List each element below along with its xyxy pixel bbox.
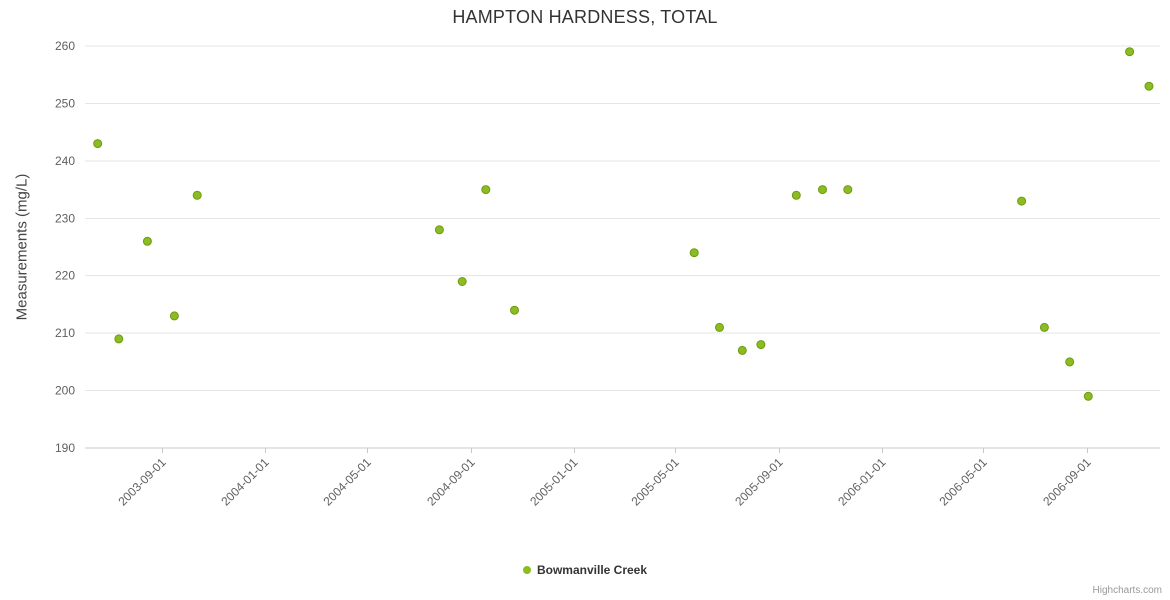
x-tick-label: 2005-05-01: [628, 455, 682, 509]
y-tick-label: 260: [55, 39, 75, 53]
highcharts-credit-link[interactable]: Highcharts.com: [1092, 585, 1162, 596]
x-tick-label: 2005-01-01: [527, 455, 581, 509]
data-point[interactable]: [510, 305, 519, 315]
y-tick-label: 200: [55, 384, 75, 398]
x-tick-label: 2003-09-01: [115, 455, 169, 509]
data-point[interactable]: [481, 185, 491, 195]
data-point[interactable]: [1083, 391, 1093, 401]
data-point[interactable]: [434, 225, 444, 235]
x-tick-label: 2004-09-01: [424, 455, 478, 509]
x-tick-label: 2006-05-01: [936, 455, 990, 509]
data-point[interactable]: [689, 248, 699, 258]
y-tick-label: 190: [55, 441, 75, 455]
data-point[interactable]: [1039, 322, 1049, 332]
y-tick-label: 210: [55, 326, 75, 340]
data-point[interactable]: [756, 340, 766, 350]
x-tick-label: 2004-01-01: [218, 455, 272, 509]
data-point[interactable]: [169, 311, 179, 321]
chart-title: HAMPTON HARDNESS, TOTAL: [452, 7, 718, 27]
x-tick-label: 2006-01-01: [835, 455, 889, 509]
data-point[interactable]: [1065, 357, 1075, 367]
data-point[interactable]: [1017, 196, 1027, 206]
data-point[interactable]: [114, 334, 124, 344]
y-tick-label: 230: [55, 211, 75, 225]
y-tick-label: 250: [55, 96, 75, 110]
x-tick-label: 2005-09-01: [732, 455, 786, 509]
data-point[interactable]: [1144, 81, 1154, 91]
y-tick-label: 240: [55, 154, 75, 168]
y-tick-label: 220: [55, 269, 75, 283]
legend-item[interactable]: Bowmanville Creek: [0, 563, 1170, 577]
data-point[interactable]: [457, 277, 467, 286]
data-point[interactable]: [791, 190, 801, 200]
data-point[interactable]: [737, 345, 747, 355]
data-point[interactable]: [192, 190, 202, 200]
legend-series-label: Bowmanville Creek: [536, 563, 648, 577]
x-tick-label: 2004-05-01: [320, 455, 374, 509]
data-point[interactable]: [715, 322, 724, 332]
data-point[interactable]: [843, 185, 853, 195]
x-tick-label: 2006-09-01: [1040, 455, 1094, 509]
legend-marker-icon: [522, 566, 531, 574]
data-point[interactable]: [142, 236, 152, 246]
data-point[interactable]: [818, 185, 827, 195]
data-point[interactable]: [1125, 47, 1135, 57]
data-point[interactable]: [93, 139, 103, 149]
